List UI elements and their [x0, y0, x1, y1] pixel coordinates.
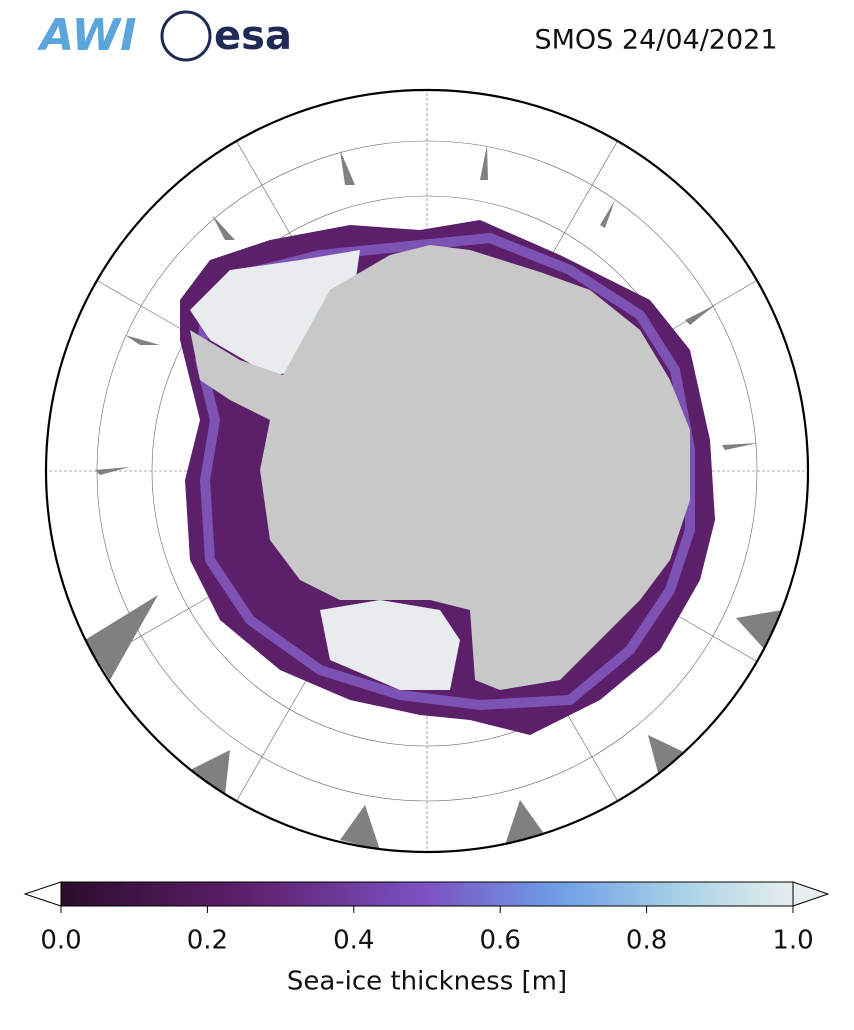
- colorbar-tick-label: 0.4: [333, 926, 374, 956]
- colorbar-tick-label: 0.2: [187, 926, 228, 956]
- colorbar-tick-label: 0.0: [40, 926, 81, 956]
- colorbar-extend-high: [792, 881, 830, 907]
- colorbar-label: Sea-ice thickness [m]: [287, 967, 567, 997]
- ross-ice: [320, 600, 460, 690]
- colorbar-tick-label: 0.8: [626, 926, 667, 956]
- colorbar-ticks: 0.0 0.2 0.4 0.6 0.8 1.0: [40, 906, 814, 956]
- map-title: SMOS 24/04/2021: [534, 25, 777, 56]
- esa-logo-mark: [160, 10, 212, 62]
- map: [46, 90, 808, 852]
- colorbar: [60, 881, 794, 907]
- sea-ice-edge: [194, 232, 695, 711]
- antarctica: [190, 245, 690, 690]
- land-masks: [85, 145, 782, 850]
- colorbar-tick-label: 1.0: [772, 926, 813, 956]
- esa-logo: esa: [214, 13, 292, 59]
- map-frame: [44, 88, 810, 854]
- colorbar-tick-label: 0.6: [480, 926, 521, 956]
- awi-logo: AWI: [37, 10, 137, 61]
- colorbar-extend-low: [23, 881, 62, 907]
